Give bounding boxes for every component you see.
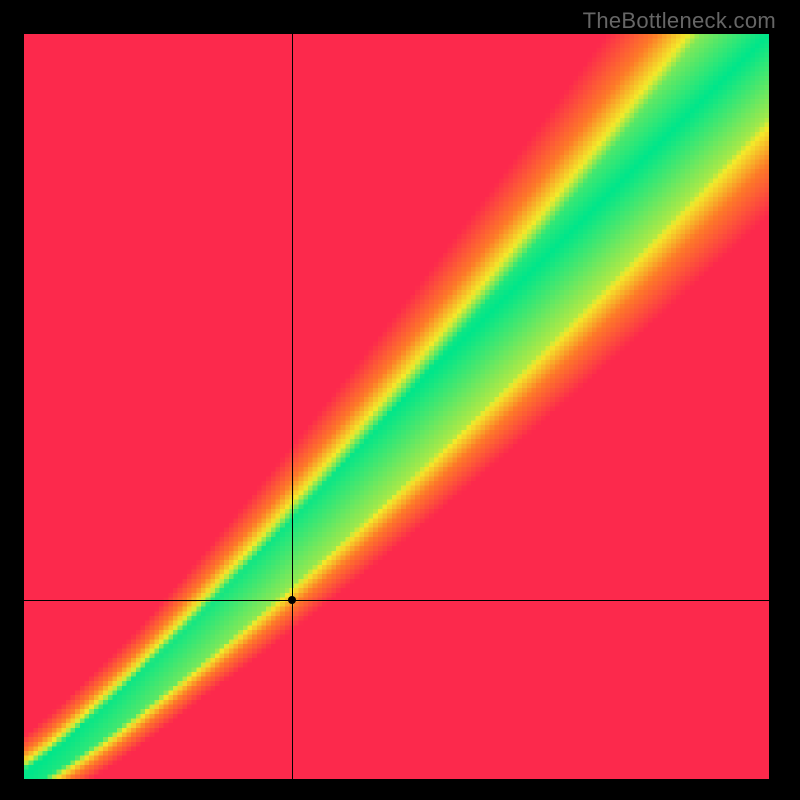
chart-container: TheBottleneck.com [0, 0, 800, 800]
crosshair-horizontal [24, 600, 769, 601]
watermark-text: TheBottleneck.com [583, 8, 776, 34]
crosshair-vertical [292, 34, 293, 779]
plot-area [24, 34, 769, 779]
heatmap-canvas [24, 34, 769, 779]
data-point-marker [288, 596, 296, 604]
